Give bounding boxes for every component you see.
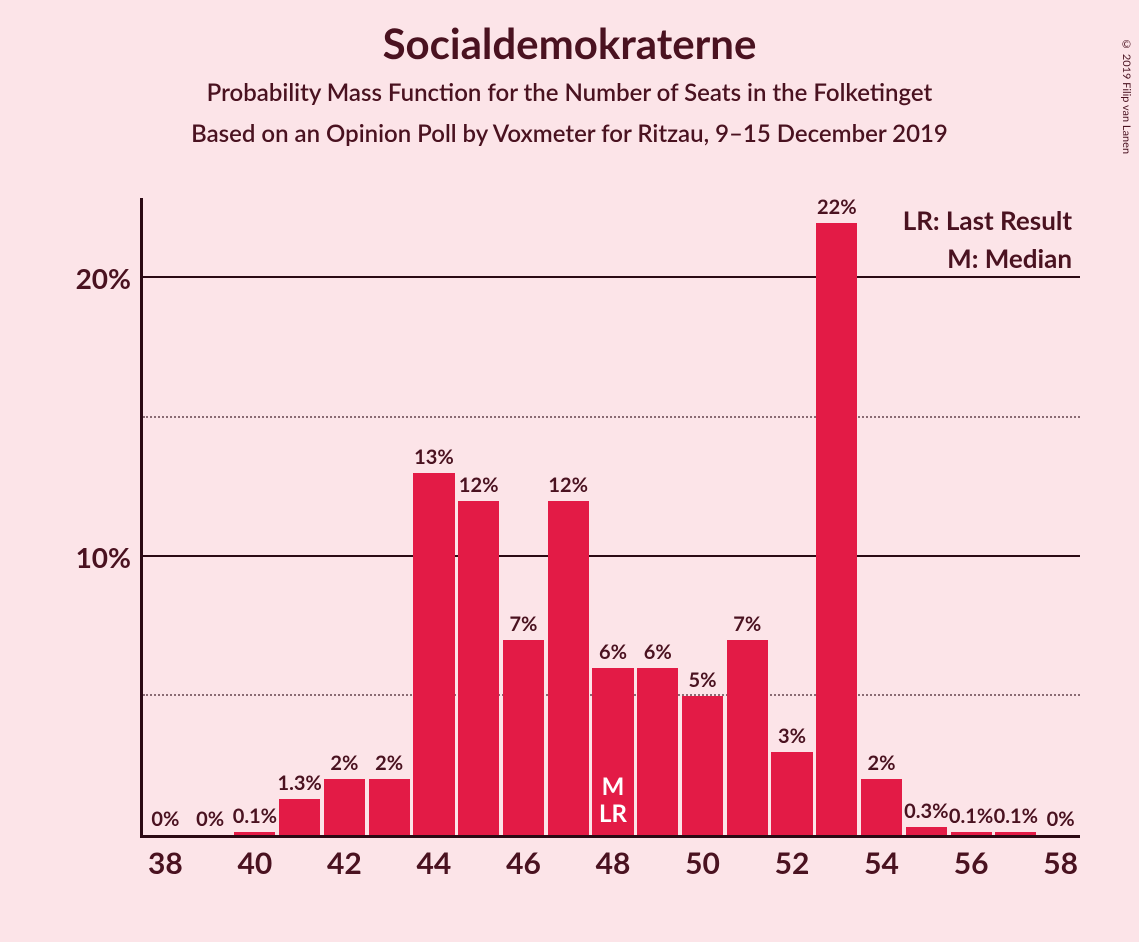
bar-value-label: 2% bbox=[330, 751, 358, 775]
chart-subtitle-1: Probability Mass Function for the Number… bbox=[0, 78, 1139, 107]
bar-value-label: 6% bbox=[644, 640, 672, 664]
gridline-major bbox=[143, 276, 1080, 278]
bar-value-label: 1.3% bbox=[277, 771, 321, 795]
bar: 6%MLR bbox=[592, 668, 633, 835]
bar: 2% bbox=[861, 779, 902, 835]
bar: 2% bbox=[324, 779, 365, 835]
bar-value-label: 0.1% bbox=[994, 804, 1038, 828]
gridline-major bbox=[143, 555, 1080, 557]
bar: 13% bbox=[413, 473, 454, 835]
bar-value-label: 12% bbox=[459, 473, 499, 497]
bar-value-label: 7% bbox=[509, 612, 537, 636]
bar: 6% bbox=[637, 668, 678, 835]
x-tick-label: 38 bbox=[148, 845, 183, 881]
chart-subtitle-2: Based on an Opinion Poll by Voxmeter for… bbox=[0, 119, 1139, 148]
legend-m: M: Median bbox=[903, 242, 1072, 274]
bar: 0.1% bbox=[234, 832, 275, 835]
bar: 1.3% bbox=[279, 799, 320, 835]
bar-value-label: 0.3% bbox=[904, 799, 948, 823]
x-tick-label: 46 bbox=[506, 845, 541, 881]
bar-value-label: 2% bbox=[375, 751, 403, 775]
bar: 0.1% bbox=[995, 832, 1036, 835]
bar-value-label: 0.1% bbox=[233, 804, 277, 828]
bar-value-label: 0% bbox=[1047, 807, 1075, 831]
bar-value-label: 7% bbox=[733, 612, 761, 636]
bar-value-label: 0% bbox=[196, 807, 224, 831]
bar-value-label: 12% bbox=[548, 473, 588, 497]
bar: 22% bbox=[816, 223, 857, 835]
bar: 7% bbox=[727, 640, 768, 835]
chart-container: LR: Last Result M: Median 10% 20% 0% 0% 0.1%… bbox=[60, 198, 1110, 898]
bar: 5% bbox=[682, 696, 723, 835]
bar-marker: MLR bbox=[599, 774, 627, 827]
x-tick-label: 40 bbox=[237, 845, 272, 881]
x-tick-label: 44 bbox=[417, 845, 452, 881]
x-tick-label: 54 bbox=[864, 845, 899, 881]
bar: 7% bbox=[503, 640, 544, 835]
bar-value-label: 5% bbox=[689, 668, 717, 692]
bar: 12% bbox=[458, 501, 499, 835]
bar-value-label: 0.1% bbox=[949, 804, 993, 828]
x-tick-label: 58 bbox=[1043, 845, 1078, 881]
plot-area: LR: Last Result M: Median 10%20%0%0%0.1%… bbox=[140, 198, 1080, 838]
copyright-text: © 2019 Filip van Lanen bbox=[1120, 38, 1133, 154]
x-tick-label: 50 bbox=[685, 845, 720, 881]
bar: 2% bbox=[369, 779, 410, 835]
y-tick-label: 10% bbox=[76, 540, 131, 574]
x-tick-label: 56 bbox=[954, 845, 989, 881]
chart-title: Socialdemokraterne bbox=[0, 18, 1139, 68]
bar: 0.3% bbox=[906, 827, 947, 835]
bar: 12% bbox=[548, 501, 589, 835]
bar-value-label: 22% bbox=[817, 195, 857, 219]
legend: LR: Last Result M: Median bbox=[903, 204, 1072, 280]
y-tick-label: 20% bbox=[76, 261, 131, 295]
bar-value-label: 13% bbox=[414, 445, 454, 469]
x-tick-label: 48 bbox=[596, 845, 631, 881]
bar: 3% bbox=[771, 752, 812, 835]
bar-value-label: 0% bbox=[151, 807, 179, 831]
bar-value-label: 6% bbox=[599, 640, 627, 664]
bar-value-label: 2% bbox=[868, 751, 896, 775]
bar: 0.1% bbox=[951, 832, 992, 835]
bar-value-label: 3% bbox=[778, 724, 806, 748]
x-tick-label: 52 bbox=[775, 845, 810, 881]
gridline-minor bbox=[143, 416, 1080, 418]
legend-lr: LR: Last Result bbox=[903, 204, 1072, 236]
x-tick-label: 42 bbox=[327, 845, 362, 881]
